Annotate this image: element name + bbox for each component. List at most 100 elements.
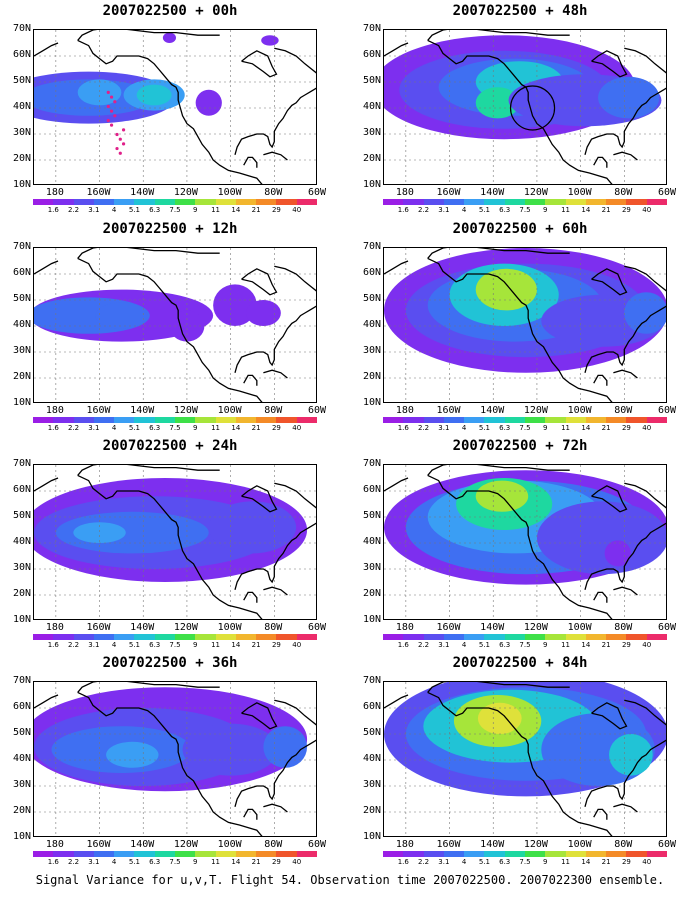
x-tick-label: 120W	[173, 405, 198, 416]
flight-track-point	[106, 90, 110, 94]
colorbar-swatch	[464, 851, 485, 857]
colorbar-level-label: 29	[271, 424, 281, 432]
colorbar-level-label: 21	[601, 641, 611, 649]
y-tick-label: 70N	[362, 241, 381, 252]
forecast-panel: 2007022500 + 12h 70N 60N 50N 40N 30N 20N 10N 180…	[0, 218, 340, 433]
flight-track-point	[109, 95, 114, 99]
colorbar-swatch	[585, 199, 607, 205]
panel-title: 2007022500 + 12h	[102, 221, 238, 237]
colorbar-swatch	[524, 417, 546, 423]
colorbar-swatch	[646, 851, 667, 857]
flight-track-point	[109, 123, 114, 127]
coastline	[591, 485, 628, 513]
y-tick-label: 60N	[362, 484, 381, 495]
panel-title: 2007022500 + 72h	[452, 438, 588, 454]
coastline	[34, 694, 59, 709]
x-tick-label: 160W	[436, 187, 461, 198]
y-tick-label: 60N	[362, 49, 381, 60]
contour-field	[34, 465, 316, 619]
colorbar-level-label: 9	[543, 424, 548, 432]
colorbar-level-label: 4	[461, 206, 467, 214]
colorbar-swatch	[215, 417, 236, 423]
coastline	[591, 702, 628, 730]
colorbar-level-label: 6.3	[149, 424, 161, 432]
coastline	[77, 39, 263, 184]
colorbar-swatch	[484, 851, 505, 857]
flight-track-point	[121, 142, 126, 146]
colorbar-swatch	[484, 634, 505, 640]
colorbar-swatch	[423, 199, 444, 205]
colorbar-swatch	[195, 851, 216, 857]
x-tick-label: 100W	[567, 405, 592, 416]
colorbar-swatch	[464, 634, 485, 640]
colorbar-level-label: 3.1	[438, 858, 450, 866]
variance-contour	[477, 702, 522, 734]
colorbar-level-label: 7.5	[519, 858, 531, 866]
figure-caption: Signal Variance for u,v,T. Flight 54. Ob…	[35, 873, 665, 887]
y-tick-label: 30N	[362, 345, 381, 356]
coastline	[624, 47, 666, 74]
colorbar-swatch	[504, 417, 525, 423]
x-tick-label: 60W	[307, 405, 327, 416]
x-tick-label: 160W	[436, 839, 461, 850]
colorbar-swatch	[154, 417, 175, 423]
coastline	[591, 50, 628, 78]
y-tick-label: 20N	[362, 805, 381, 816]
x-tick-label: 60W	[657, 839, 677, 850]
y-tick-label: 70N	[12, 23, 31, 34]
y-tick-label: 30N	[12, 127, 31, 138]
colorbar-level-label: 21	[251, 206, 261, 214]
colorbar-swatch	[296, 851, 317, 857]
colorbar-swatch	[276, 417, 297, 423]
x-tick-label: 180	[45, 187, 64, 198]
coastline	[263, 151, 288, 161]
x-tick-label: 80W	[614, 405, 633, 416]
forecast-panel: 2007022500 + 48h 70N 60N 50N 40N 30N 20N 10N 180…	[350, 0, 690, 215]
colorbar-level-label: 21	[251, 858, 261, 866]
colorbar-level-label: 5.1	[478, 858, 490, 866]
y-tick-label: 50N	[362, 727, 381, 738]
y-tick-label: 50N	[12, 727, 31, 738]
colorbar-level-label: 11	[561, 424, 571, 432]
x-tick-label: 140W	[480, 187, 505, 198]
colorbar-swatch	[235, 634, 257, 640]
colorbar-level-label: 5.1	[478, 424, 490, 432]
colorbar-level-label: 1.6	[397, 424, 409, 432]
colorbar-swatch	[403, 417, 424, 423]
panel-title: 2007022500 + 60h	[452, 221, 588, 237]
y-tick-label: 40N	[362, 101, 381, 112]
colorbar-level-label: 4	[111, 424, 117, 432]
coastline	[34, 477, 59, 492]
coastline	[243, 156, 258, 168]
variance-contour	[475, 268, 537, 311]
colorbar-level-label: 3.1	[88, 858, 100, 866]
x-tick-label: 180	[45, 405, 64, 416]
coastline	[427, 30, 570, 41]
x-tick-label: 140W	[130, 405, 155, 416]
colorbar-level-label: 29	[621, 858, 631, 866]
colorbar-level-label: 21	[251, 424, 261, 432]
colorbar-swatch	[565, 199, 586, 205]
coastline	[591, 268, 628, 296]
coastline	[263, 369, 288, 379]
colorbar-level-label: 1.6	[47, 641, 59, 649]
x-tick-label: 100W	[567, 839, 592, 850]
flight-track-point	[118, 151, 122, 155]
colorbar-swatch	[504, 851, 525, 857]
map-plot-area	[33, 247, 317, 403]
coastline	[234, 522, 316, 590]
coastline	[384, 477, 409, 492]
y-tick-label: 20N	[12, 805, 31, 816]
colorbar-swatch	[215, 851, 236, 857]
colorbar-swatch	[383, 417, 404, 423]
colorbar-swatch	[235, 851, 257, 857]
colorbar-level-label: 1.6	[47, 424, 59, 432]
y-tick-label: 70N	[12, 458, 31, 469]
y-tick-label: 70N	[12, 241, 31, 252]
coastline	[613, 803, 638, 813]
y-tick-label: 20N	[12, 371, 31, 382]
coastline	[593, 591, 608, 603]
coastline	[427, 474, 613, 619]
colorbar-swatch	[114, 199, 135, 205]
colorbar-level-label: 5.1	[128, 206, 140, 214]
